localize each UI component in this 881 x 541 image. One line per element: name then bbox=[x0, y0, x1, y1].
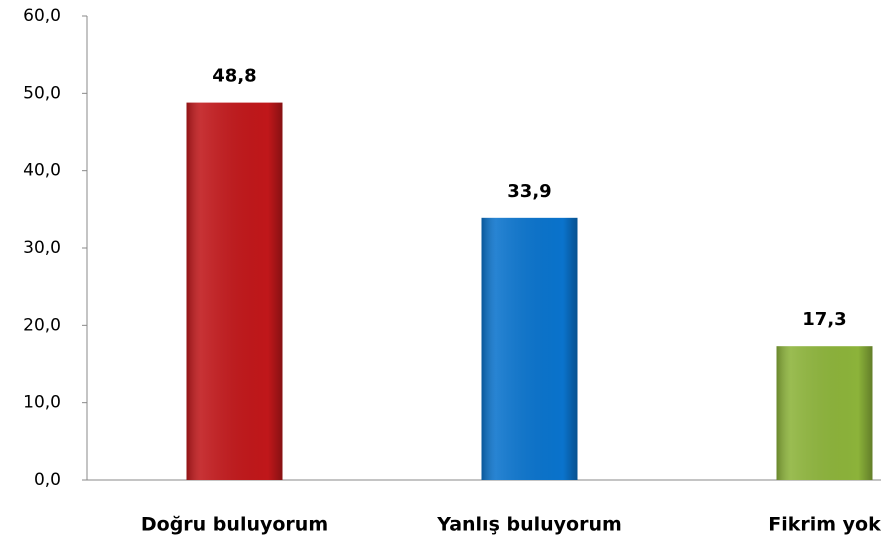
value-label: 33,9 bbox=[507, 181, 551, 202]
value-label: 17,3 bbox=[802, 309, 846, 330]
y-tick-label: 60,0 bbox=[23, 6, 61, 26]
y-tick-label: 30,0 bbox=[23, 238, 61, 258]
x-tick-label: Yanlış buluyorum bbox=[436, 514, 622, 536]
y-tick-label: 0,0 bbox=[34, 470, 61, 490]
y-tick-label: 20,0 bbox=[23, 315, 61, 335]
x-tick-label: Doğru buluyorum bbox=[141, 514, 328, 536]
value-label: 48,8 bbox=[212, 66, 256, 87]
bar-shade bbox=[776, 346, 873, 480]
y-tick-label: 10,0 bbox=[23, 393, 61, 413]
y-tick-label: 40,0 bbox=[23, 161, 61, 181]
bar-shade bbox=[481, 217, 578, 480]
y-tick-label: 50,0 bbox=[23, 83, 61, 103]
bar-shade bbox=[186, 102, 283, 480]
x-tick-label: Fikrim yok bbox=[768, 514, 881, 536]
